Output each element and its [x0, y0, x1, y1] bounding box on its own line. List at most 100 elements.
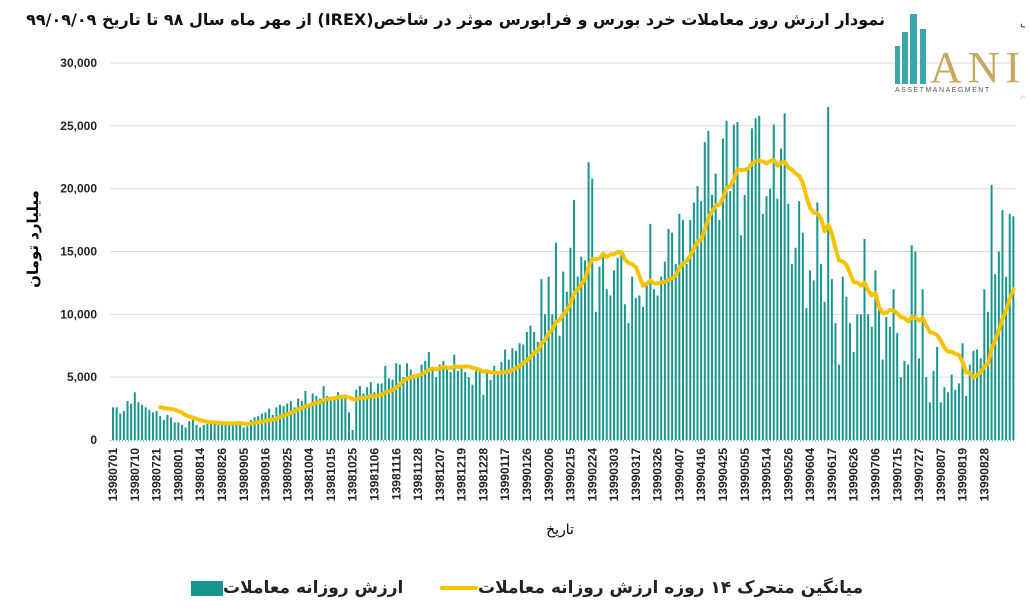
- bar: [994, 274, 997, 440]
- bar: [681, 220, 684, 440]
- bar: [268, 408, 271, 440]
- bar: [954, 389, 957, 440]
- bar: [696, 186, 699, 440]
- bar: [151, 412, 154, 440]
- bar: [819, 264, 822, 440]
- bar: [438, 364, 441, 440]
- bar: [765, 196, 768, 440]
- bar: [249, 419, 252, 440]
- bar: [293, 407, 296, 440]
- bar: [870, 326, 873, 440]
- bar: [769, 188, 772, 440]
- bar: [511, 348, 514, 440]
- bar: [119, 413, 122, 440]
- bar: [347, 412, 350, 440]
- bar: [663, 261, 666, 440]
- bar: [217, 421, 220, 440]
- x-tick-label: 13990715: [890, 448, 904, 502]
- bar: [888, 326, 891, 440]
- bar: [841, 276, 844, 440]
- x-tick-label: 13990215: [564, 448, 578, 502]
- bar: [122, 411, 125, 440]
- bar: [747, 167, 750, 440]
- bar: [544, 314, 547, 440]
- bar: [979, 358, 982, 440]
- bar: [689, 220, 692, 440]
- bar: [652, 289, 655, 440]
- bar: [634, 297, 637, 440]
- bar: [471, 384, 474, 440]
- bar: [308, 404, 311, 440]
- bar: [344, 398, 347, 440]
- bar: [649, 223, 652, 440]
- bar: [972, 350, 975, 440]
- bar: [395, 363, 398, 440]
- x-tick-label: 13981116: [389, 448, 403, 500]
- bar: [1008, 213, 1011, 440]
- bar: [130, 403, 133, 440]
- bar: [242, 427, 245, 440]
- bar: [467, 377, 470, 440]
- bar: [573, 199, 576, 440]
- bar: [863, 238, 866, 440]
- bar: [642, 306, 645, 440]
- bar: [202, 424, 205, 440]
- bar: [830, 279, 833, 440]
- bar: [264, 412, 267, 440]
- bar: [1012, 216, 1015, 440]
- bar: [907, 364, 910, 440]
- bar: [801, 232, 804, 440]
- bar: [362, 393, 365, 440]
- bar: [460, 367, 463, 440]
- bar: [761, 213, 764, 440]
- bar: [402, 377, 405, 440]
- company-logo: ANI ASSETMANAEGMENT سبدگردان مانی تحت نظ…: [895, 14, 1025, 99]
- bar: [373, 392, 376, 440]
- bar: [275, 407, 278, 440]
- bar: [449, 372, 452, 440]
- bar: [318, 398, 321, 440]
- bar: [311, 393, 314, 440]
- bar: [191, 419, 194, 440]
- bar: [620, 251, 623, 440]
- bar: [678, 213, 681, 440]
- bar: [707, 130, 710, 441]
- bar: [413, 378, 416, 440]
- bar: [159, 416, 162, 440]
- bar: [674, 264, 677, 440]
- bar: [711, 194, 714, 440]
- bar: [355, 389, 358, 440]
- bar: [206, 423, 209, 440]
- bar: [576, 276, 579, 440]
- bar: [623, 304, 626, 440]
- bar: [351, 429, 354, 440]
- bar: [845, 296, 848, 440]
- x-tick-label: 13990604: [803, 448, 817, 502]
- bar: [326, 396, 329, 440]
- bar: [315, 396, 318, 440]
- bar: [594, 311, 597, 440]
- bar: [613, 270, 616, 440]
- bar: [598, 266, 601, 440]
- bar: [692, 202, 695, 440]
- bar: [427, 352, 430, 440]
- y-tick-label: 30,000: [60, 56, 97, 70]
- svg-text:سبدگردان مانی: سبدگردان مانی: [1020, 16, 1025, 29]
- bar: [504, 349, 507, 440]
- bar: [478, 368, 481, 440]
- x-tick-label: 13990828: [977, 448, 991, 502]
- bar: [475, 370, 478, 440]
- bar: [406, 363, 409, 440]
- bar: [170, 417, 173, 440]
- bar: [700, 201, 703, 440]
- x-tick-label: 13981128: [411, 448, 425, 501]
- bar: [827, 106, 830, 440]
- bar: [925, 377, 928, 440]
- bar-series: [112, 106, 1015, 441]
- bar: [507, 359, 510, 440]
- bar: [627, 323, 630, 440]
- bar: [141, 404, 144, 440]
- bar: [271, 414, 274, 440]
- x-tick-label: 13990317: [629, 448, 643, 502]
- bar: [685, 264, 688, 440]
